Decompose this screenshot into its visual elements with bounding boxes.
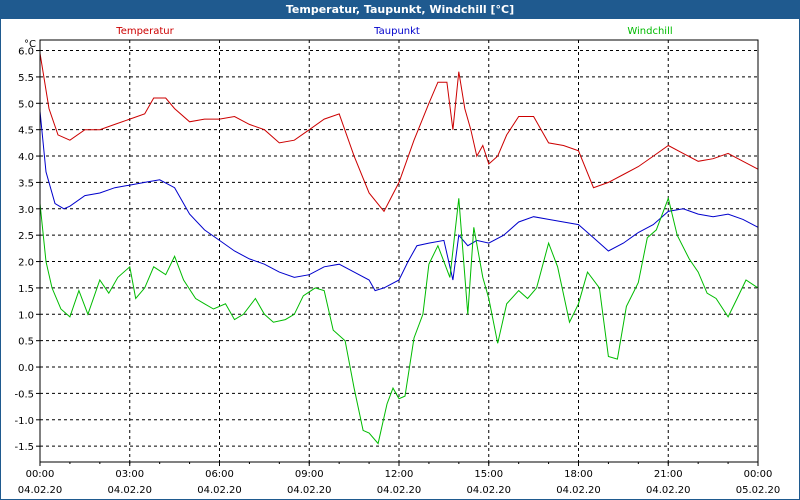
legend: Temperatur Taupunkt Windchill	[115, 26, 672, 37]
x-tick-date: 04.02.20	[646, 485, 691, 496]
chart-title: Temperatur, Taupunkt, Windchill [°C]	[1, 1, 799, 19]
x-tick-date: 04.02.20	[18, 485, 63, 496]
x-tick-date: 04.02.20	[107, 485, 152, 496]
y-tick-label: -0.5	[14, 389, 34, 400]
plot-area-border	[39, 39, 759, 463]
x-tick-date: 04.02.20	[197, 485, 242, 496]
series-lines	[39, 53, 759, 445]
x-tick-time: 00:00	[744, 469, 773, 480]
y-tick-label: 4.0	[18, 152, 34, 163]
series-line-temperatur	[39, 53, 759, 213]
x-tick-date: 04.02.20	[466, 485, 511, 496]
legend-entry-temperatur: Temperatur	[115, 26, 174, 37]
y-tick-label: 1.5	[18, 284, 34, 295]
y-axis-label: °C	[24, 39, 36, 50]
x-tick-time: 06:00	[205, 469, 234, 480]
x-tick-time: 00:00	[26, 469, 55, 480]
series-line-taupunkt	[39, 111, 759, 292]
x-tick-date: 04.02.20	[556, 485, 601, 496]
series-line-windchill	[39, 196, 759, 445]
y-tick-label: 0.0	[18, 363, 34, 374]
y-tick-label: -1.5	[14, 442, 34, 453]
y-tick-label: 6.0	[18, 47, 34, 58]
x-tick-date: 04.02.20	[377, 485, 422, 496]
y-tick-label: 1.0	[18, 310, 34, 321]
x-tick-date: 05.02.20	[736, 485, 781, 496]
legend-entry-windchill: Windchill	[627, 26, 672, 37]
x-tick-time: 15:00	[474, 469, 503, 480]
y-tick-label: 2.5	[18, 231, 34, 242]
y-tick-label: 2.0	[18, 258, 34, 269]
y-tick-label: 0.5	[18, 337, 34, 348]
legend-entry-taupunkt: Taupunkt	[373, 26, 420, 37]
grid-lines	[40, 40, 758, 462]
y-tick-label: 4.5	[18, 126, 34, 137]
x-tick-time: 12:00	[385, 469, 414, 480]
x-tick-time: 21:00	[654, 469, 683, 480]
axis-ticks: -1.5 -1.0 -0.5 0.0 0.5 1.0 1.5 2.0 2.5 3.0 3.5 4.0 4…	[14, 39, 780, 496]
y-tick-label: 5.0	[18, 99, 34, 110]
x-tick-time: 03:00	[115, 469, 144, 480]
x-tick-date: 04.02.20	[287, 485, 332, 496]
y-tick-label: 3.0	[18, 205, 34, 216]
y-tick-label: -1.0	[14, 416, 34, 427]
y-tick-label: 5.5	[18, 73, 34, 84]
x-tick-time: 09:00	[295, 469, 324, 480]
x-tick-time: 18:00	[564, 469, 593, 480]
y-tick-label: 3.5	[18, 178, 34, 189]
